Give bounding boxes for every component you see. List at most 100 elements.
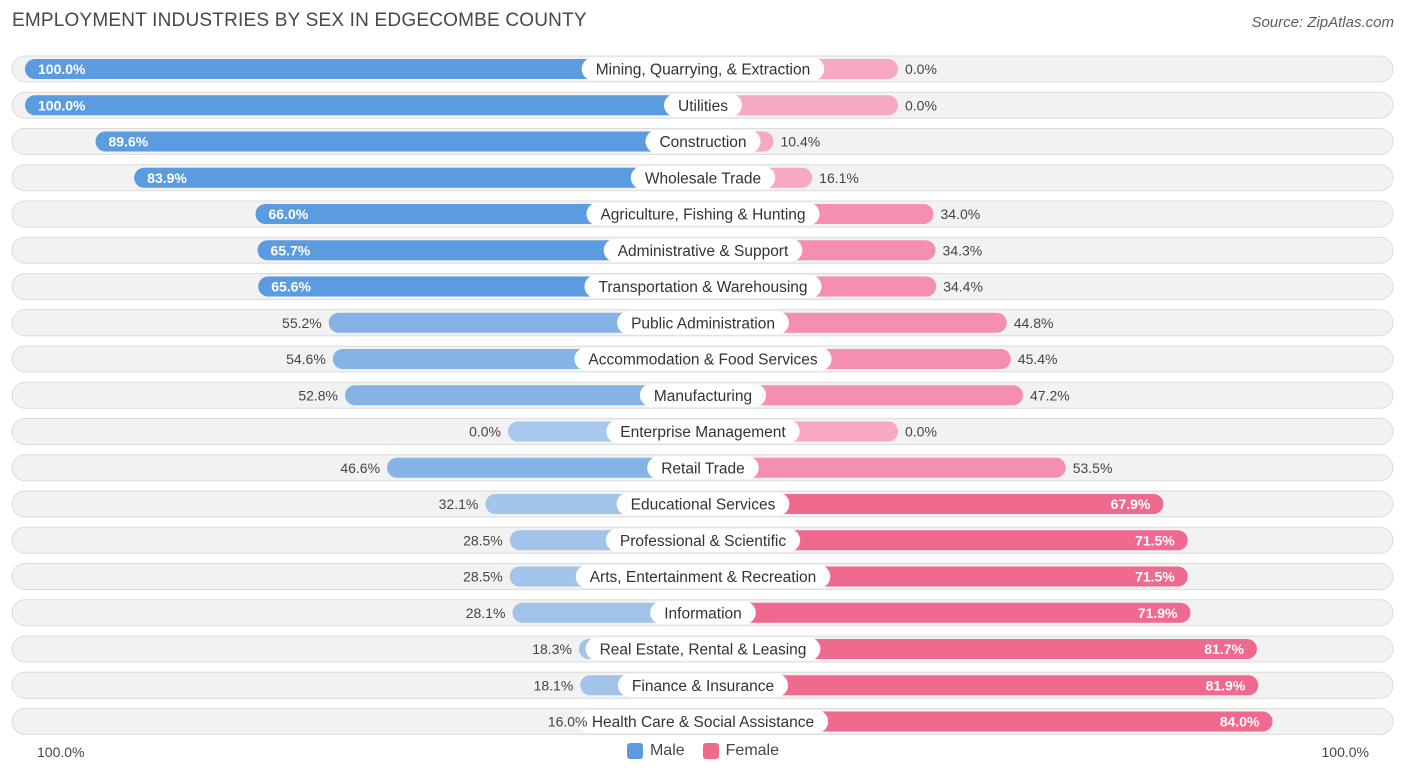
category-label: Accommodation & Food Services (588, 352, 817, 369)
female-value-label: 47.2% (1030, 387, 1070, 403)
female-value-label: 81.9% (1206, 677, 1246, 693)
category-label-pill (585, 637, 821, 661)
category-label-pill (647, 456, 759, 480)
female-bar (703, 95, 898, 116)
category-label: Construction (659, 134, 746, 151)
female-bar (703, 494, 1164, 514)
male-value-label: 83.9% (147, 170, 187, 186)
category-label: Transportation & Warehousing (598, 279, 807, 296)
category-label: Wholesale Trade (645, 170, 761, 187)
row-4: Agriculture, Fishing & Hunting 66.0% 34.0% (11, 200, 1394, 228)
row-9: Manufacturing 52.8% 47.2% (11, 381, 1394, 409)
category-label: Health Care & Social Assistance (592, 714, 814, 731)
legend-label-male: Male (649, 742, 685, 759)
category-label-pill (603, 238, 803, 262)
male-value-label: 100.0% (38, 97, 86, 113)
row-17: Finance & Insurance 18.1% 81.9% (11, 671, 1394, 699)
male-value-label: 28.5% (463, 532, 503, 548)
male-bar (134, 167, 703, 188)
female-value-label: 0.0% (905, 97, 937, 113)
category-label-pill (639, 383, 767, 407)
category-label-pill (650, 601, 756, 625)
category-label: Information (664, 605, 742, 622)
female-value-label: 34.3% (943, 242, 983, 258)
male-bar (95, 131, 703, 152)
category-label: Manufacturing (654, 388, 752, 405)
row-5: Administrative & Support 65.7% 34.3% (11, 236, 1394, 264)
chart-title: EMPLOYMENT INDUSTRIES BY SEX IN EDGECOMB… (12, 10, 587, 31)
male-value-label: 66.0% (269, 206, 309, 222)
female-value-label: 67.9% (1111, 496, 1151, 512)
male-value-label: 28.5% (463, 569, 503, 585)
female-bar (703, 711, 1273, 732)
category-label: Retail Trade (661, 460, 745, 477)
male-value-label: 46.6% (340, 460, 380, 476)
female-value-label: 84.0% (1220, 714, 1260, 730)
male-value-label: 100.0% (38, 61, 86, 77)
male-bar (345, 385, 703, 406)
male-bar (387, 457, 703, 478)
category-label: Professional & Scientific (620, 533, 787, 550)
female-value-label: 34.0% (941, 206, 981, 222)
category-label-pill (617, 673, 789, 697)
female-value-label: 0.0% (905, 424, 937, 440)
female-value-label: 71.5% (1135, 532, 1175, 548)
category-label: Educational Services (631, 497, 776, 514)
legend-label-female: Female (725, 742, 780, 759)
row-15: Information 28.1% 71.9% (11, 599, 1394, 627)
male-bar (328, 312, 703, 333)
category-label: Real Estate, Rental & Leasing (600, 642, 807, 659)
axis-left-label: 100.0% (37, 744, 85, 760)
row-10: Enterprise Management 0.0% 0.0% (11, 418, 1394, 445)
female-bar (703, 639, 1257, 659)
male-bar (25, 95, 703, 116)
row-11: Retail Trade 46.6% 53.5% (11, 454, 1394, 482)
row-3: Wholesale Trade 83.9% 16.1% (11, 164, 1394, 192)
axis-right-label: 100.0% (1321, 744, 1369, 760)
category-label-pill (616, 492, 790, 516)
female-value-label: 0.0% (905, 61, 937, 77)
row-13: Professional & Scientific 28.5% 71.5% (11, 526, 1394, 554)
female-value-label: 45.4% (1018, 351, 1058, 367)
female-bar (703, 602, 1191, 623)
legend-item-female: Female (702, 742, 780, 760)
row-2: Construction 89.6% 10.4% (11, 128, 1394, 155)
category-label-pill (606, 420, 800, 443)
category-label: Public Administration (631, 315, 775, 332)
female-value-label: 16.1% (819, 170, 859, 186)
male-value-label: 0.0% (469, 424, 501, 440)
category-label: Mining, Quarrying, & Extraction (596, 62, 811, 79)
male-value-label: 52.8% (298, 387, 338, 403)
row-0: Mining, Quarrying, & Extraction 100.0% 0.0… (11, 55, 1394, 83)
female-value-label: 71.9% (1138, 605, 1178, 621)
diverging-bar-chart: Mining, Quarrying, & Extraction 100.0% 0.0… (11, 55, 1394, 735)
male-value-label: 32.1% (439, 496, 479, 512)
category-label: Utilities (678, 98, 728, 115)
male-bar (257, 240, 703, 261)
female-bar (703, 530, 1188, 551)
category-label-pill (617, 311, 789, 335)
category-label-pill (664, 93, 742, 117)
male-value-label: 28.1% (466, 605, 506, 621)
male-value-label: 18.1% (534, 677, 574, 693)
female-bar (703, 385, 1024, 406)
female-value-label: 81.7% (1204, 641, 1244, 657)
category-label-pill (630, 166, 776, 190)
category-label: Finance & Insurance (632, 678, 774, 695)
legend-swatch-female (702, 743, 719, 759)
female-value-label: 34.4% (943, 279, 983, 295)
category-label-pill (586, 202, 820, 226)
category-label-pill (605, 528, 801, 552)
male-value-label: 89.6% (109, 134, 149, 150)
legend: Male Female (0, 742, 1406, 760)
category-label-pill (574, 347, 832, 371)
category-label-pill (645, 130, 761, 153)
female-value-label: 44.8% (1014, 315, 1054, 331)
row-1: Utilities 100.0% 0.0% (11, 91, 1394, 119)
category-label-pill (581, 57, 825, 81)
row-7: Public Administration 55.2% 44.8% (11, 309, 1394, 337)
category-label: Administrative & Support (618, 243, 789, 260)
row-16: Real Estate, Rental & Leasing 18.3% 81.7% (11, 635, 1394, 663)
female-bar (703, 675, 1259, 696)
